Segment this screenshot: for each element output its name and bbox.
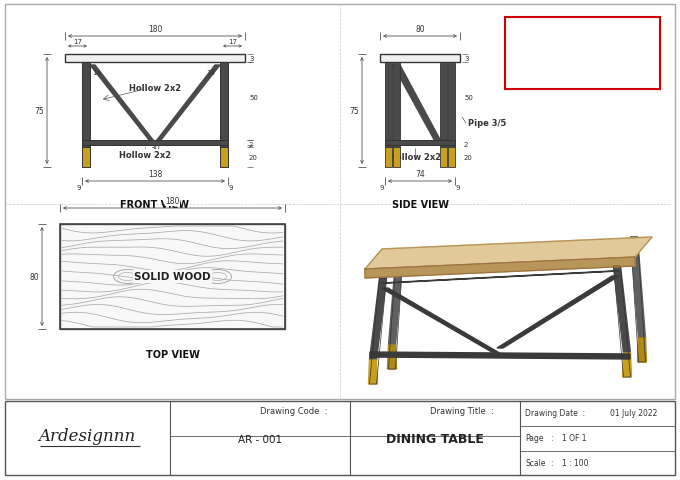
Text: 17: 17 — [228, 39, 237, 45]
Bar — [393, 63, 400, 148]
Text: 75: 75 — [34, 107, 44, 116]
Text: AR - 001: AR - 001 — [238, 434, 282, 444]
Polygon shape — [369, 360, 377, 384]
Text: 01 July 2022: 01 July 2022 — [610, 408, 658, 418]
Text: SIDE VIEW: SIDE VIEW — [392, 200, 449, 210]
Bar — [385, 148, 392, 168]
Bar — [82, 141, 228, 146]
Text: Drawing Title  :: Drawing Title : — [430, 407, 494, 416]
Bar — [65, 55, 245, 63]
Text: SOLID WOOD: SOLID WOOD — [134, 272, 211, 282]
Text: 50: 50 — [464, 95, 473, 101]
Text: 20: 20 — [249, 155, 258, 161]
Text: 14: 14 — [206, 70, 215, 76]
Polygon shape — [388, 345, 396, 369]
Text: Drawing Date  :: Drawing Date : — [525, 408, 585, 418]
Text: 2: 2 — [464, 142, 469, 148]
Text: Page: Page — [525, 433, 543, 443]
Text: DINING TABLE: DINING TABLE — [386, 432, 484, 445]
Bar — [60, 225, 285, 329]
Text: 3: 3 — [249, 56, 254, 62]
Bar — [448, 148, 455, 168]
Text: Drawing Code  :: Drawing Code : — [260, 407, 327, 416]
Text: 14: 14 — [92, 70, 101, 76]
Text: Hollow 2x2: Hollow 2x2 — [389, 153, 441, 162]
Text: 9: 9 — [228, 185, 233, 191]
Polygon shape — [381, 288, 503, 355]
Polygon shape — [638, 338, 647, 362]
Bar — [220, 148, 228, 168]
Bar — [220, 63, 228, 148]
Polygon shape — [393, 66, 443, 146]
Text: MATERIAL : TEAK & STEEL: MATERIAL : TEAK & STEEL — [513, 49, 656, 59]
Text: Hollow 2x2: Hollow 2x2 — [129, 84, 181, 93]
Bar — [440, 63, 447, 148]
Text: COLOUR : NATURAL: COLOUR : NATURAL — [513, 65, 619, 75]
Text: 80: 80 — [415, 25, 425, 34]
Polygon shape — [370, 352, 630, 359]
Bar — [505, 18, 660, 90]
Text: REMARK :: REMARK : — [513, 27, 566, 37]
Bar — [448, 63, 455, 148]
Text: 9: 9 — [77, 185, 81, 191]
Text: 1 OF 1: 1 OF 1 — [562, 433, 586, 443]
Bar — [393, 148, 400, 168]
Polygon shape — [398, 242, 636, 254]
Bar — [385, 141, 455, 146]
Text: 138: 138 — [148, 169, 163, 179]
Bar — [385, 63, 392, 148]
Polygon shape — [369, 278, 386, 360]
Text: 30: 30 — [150, 144, 160, 153]
Bar — [60, 225, 285, 329]
Polygon shape — [630, 238, 645, 338]
Text: Hollow 2x2: Hollow 2x2 — [119, 151, 171, 160]
Text: 2: 2 — [249, 142, 254, 148]
Text: 180: 180 — [165, 197, 180, 205]
Text: Pipe 3/5: Pipe 3/5 — [468, 118, 507, 127]
Text: :: : — [550, 458, 552, 468]
Text: 50: 50 — [249, 95, 258, 101]
Polygon shape — [153, 66, 220, 146]
Text: 75: 75 — [350, 107, 359, 116]
Polygon shape — [613, 266, 630, 353]
Bar — [440, 148, 447, 168]
Polygon shape — [381, 271, 619, 283]
Polygon shape — [90, 66, 157, 146]
Bar — [5, 5, 675, 399]
Text: 9: 9 — [379, 185, 384, 191]
Text: Ardesignnn: Ardesignnn — [38, 428, 135, 444]
Text: 3: 3 — [464, 56, 469, 62]
Text: 20: 20 — [464, 155, 473, 161]
Polygon shape — [497, 276, 619, 348]
Polygon shape — [365, 238, 652, 269]
Polygon shape — [365, 257, 635, 278]
Bar — [380, 55, 460, 63]
Text: 74: 74 — [415, 169, 425, 179]
Text: TOP VIEW: TOP VIEW — [146, 349, 199, 359]
Text: :: : — [550, 433, 552, 443]
Text: 1 : 100: 1 : 100 — [562, 458, 588, 468]
Text: Scale: Scale — [525, 458, 545, 468]
Text: FRONT VIEW: FRONT VIEW — [120, 200, 190, 210]
Bar — [5, 401, 675, 475]
Text: 80: 80 — [29, 273, 39, 281]
Bar — [82, 148, 90, 168]
Polygon shape — [388, 250, 403, 345]
Text: 9: 9 — [456, 185, 460, 191]
Text: 17: 17 — [73, 39, 82, 45]
Bar — [82, 63, 90, 148]
Polygon shape — [622, 353, 632, 377]
Text: 180: 180 — [148, 25, 163, 34]
